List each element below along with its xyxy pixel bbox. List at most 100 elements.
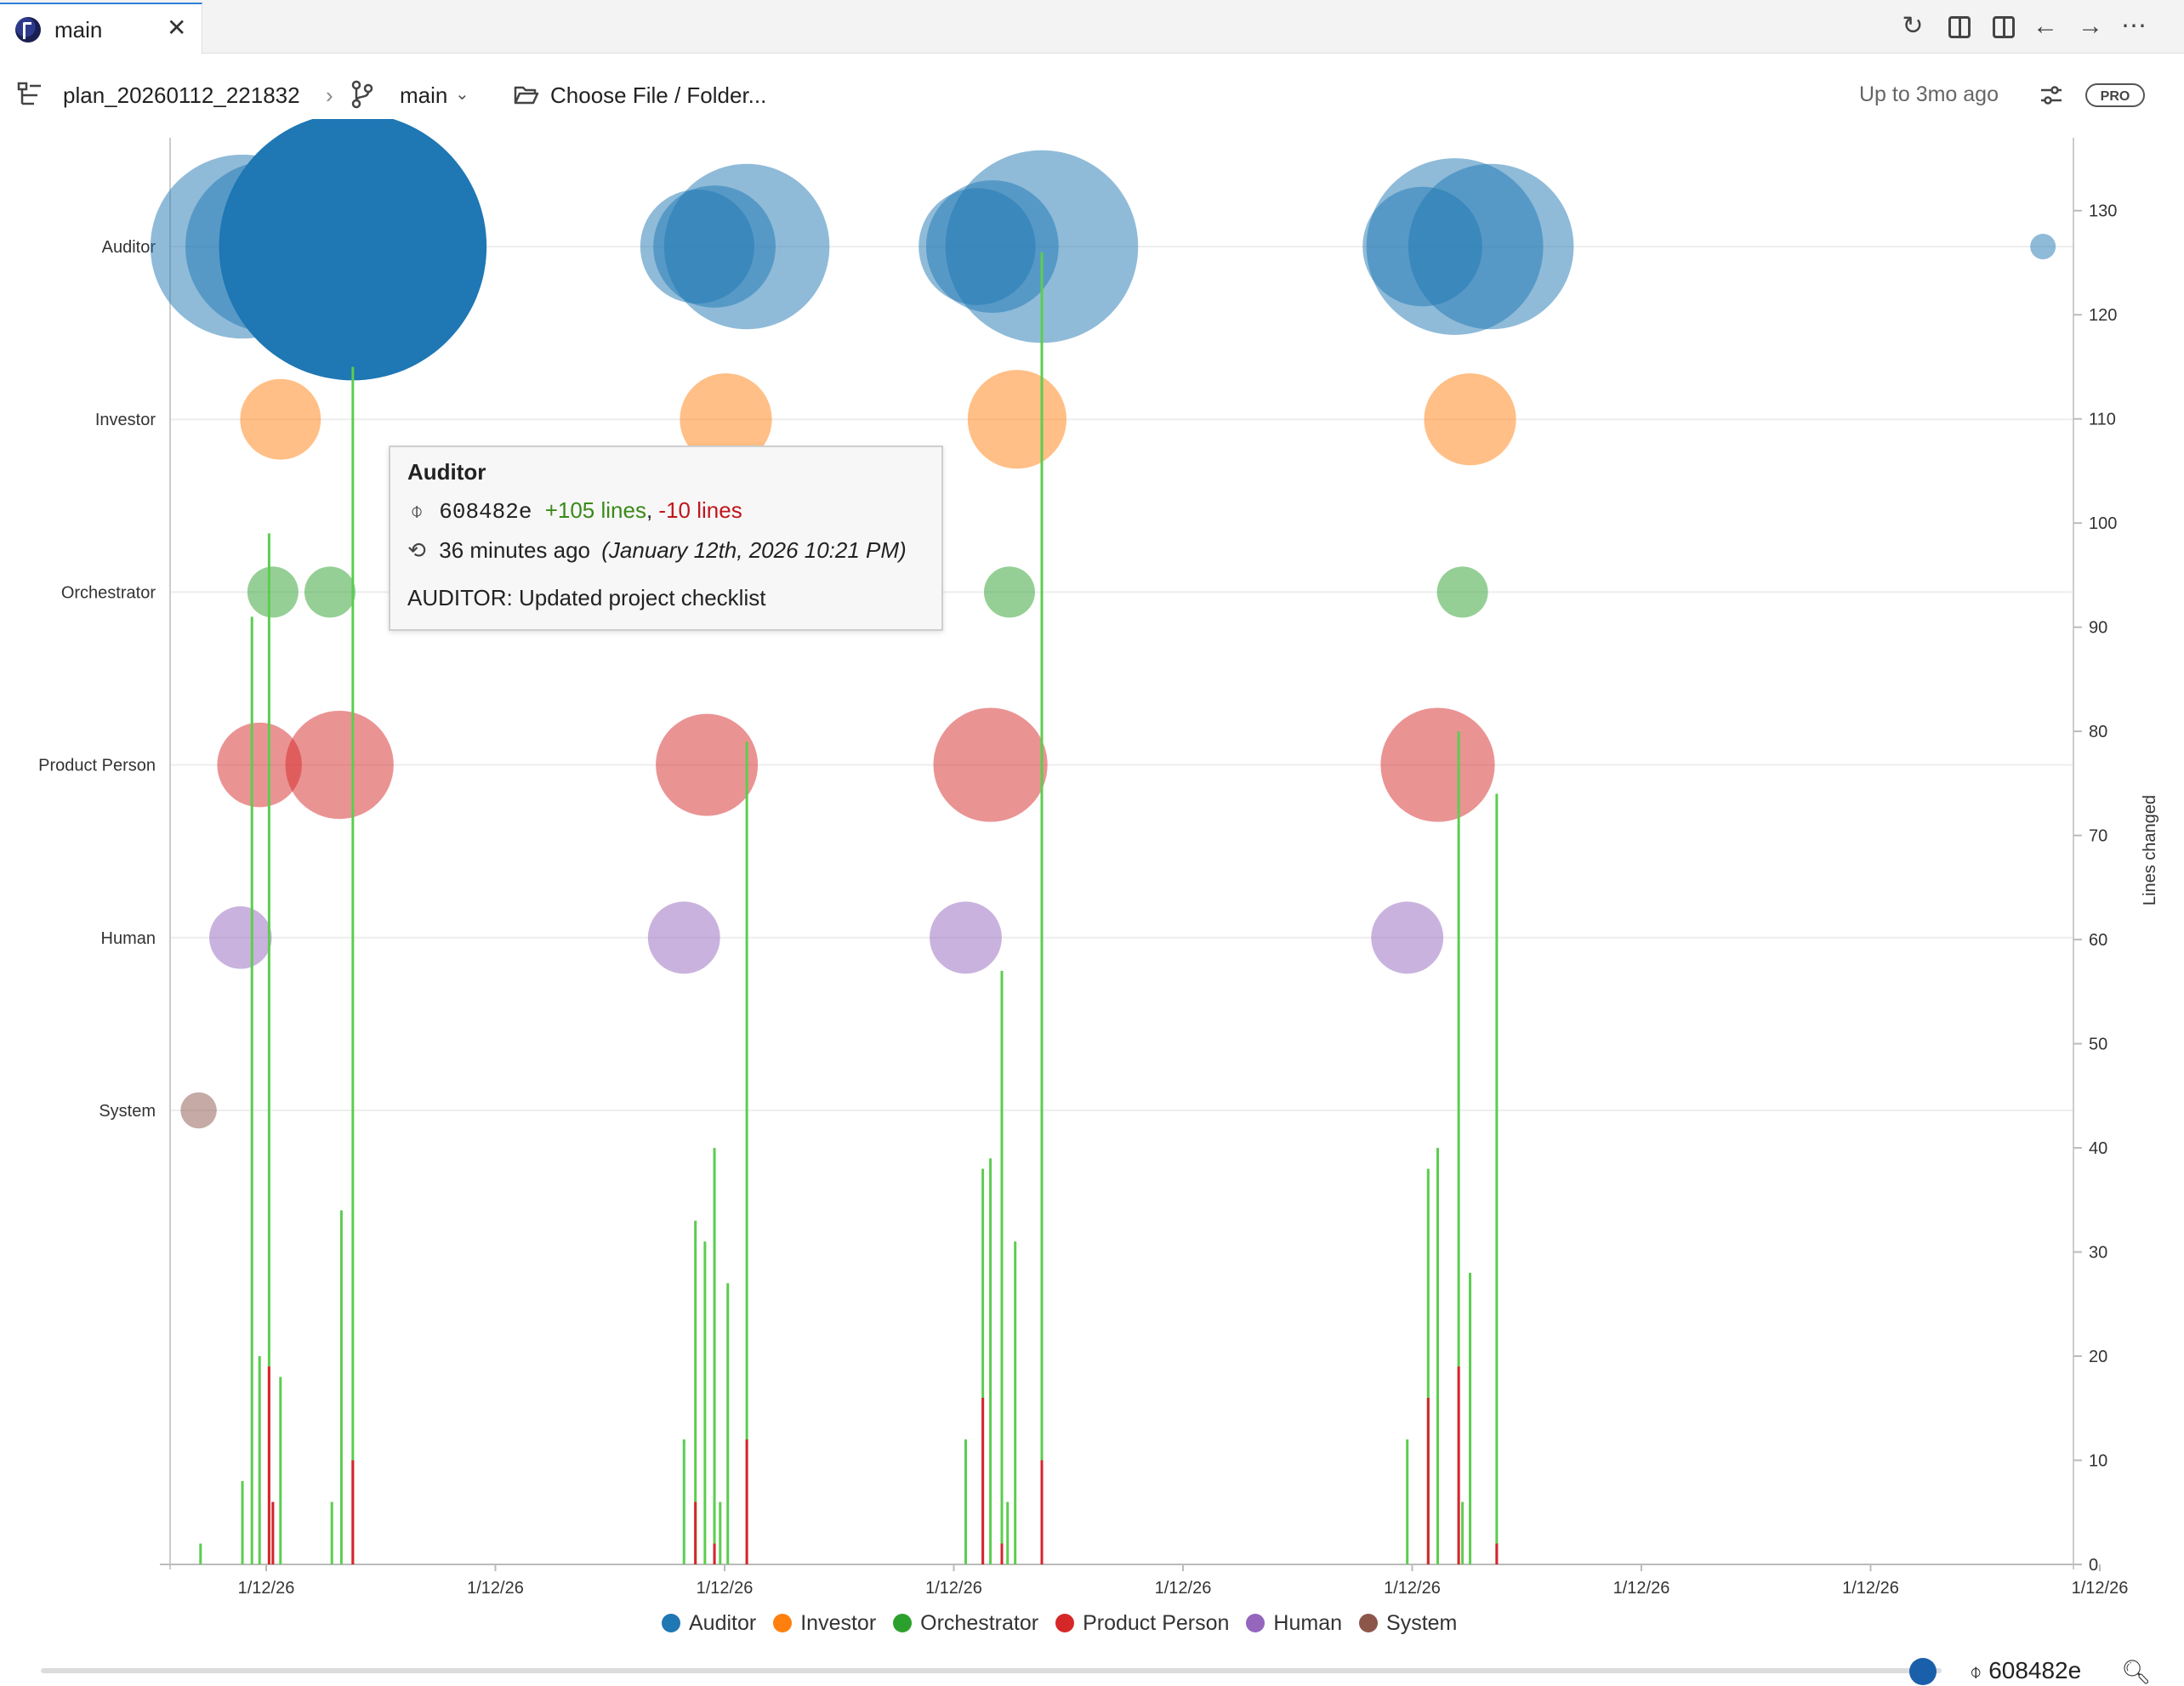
current-commit-label: ⌽ 608482e — [1970, 1657, 2081, 1684]
commit-message: AUDITOR: Updated project checklist — [407, 585, 766, 610]
plan-name[interactable]: plan_20260112_221832 — [63, 82, 300, 108]
legend-swatch — [1246, 1614, 1265, 1632]
right-axis-tick-label: 30 — [2089, 1244, 2107, 1263]
commit-icon: ⌽ — [410, 497, 424, 523]
right-axis-tick-label: 20 — [2089, 1348, 2107, 1366]
legend-label: Orchestrator — [920, 1611, 1039, 1635]
y-category-label: Human — [101, 929, 156, 948]
x-axis-tick-label: 1/12/26 — [238, 1579, 295, 1598]
right-axis-label: Lines changed — [2141, 795, 2159, 905]
highlighted-commit-bubble — [219, 119, 487, 381]
x-axis-ticks: 1/12/26 1/12/26 1/12/26 1/12/26 1/12/26 1/12/… — [238, 1564, 2129, 1598]
commit-bubble — [983, 566, 1035, 618]
legend-swatch — [773, 1614, 793, 1632]
legend-swatch — [893, 1614, 913, 1632]
commit-bubble — [240, 378, 321, 460]
commit-bubble — [663, 163, 830, 330]
x-axis-tick-label: 1/12/26 — [1384, 1579, 1441, 1598]
x-axis-tick-label: 1/12/26 — [2072, 1579, 2129, 1598]
branch-selector[interactable]: main — [400, 82, 448, 108]
tab-bar: main ✕ ↻ ← → ⋯ — [0, 0, 2184, 54]
toggle-panel-icon[interactable] — [1993, 16, 2015, 38]
choose-file-folder-button[interactable]: Choose File / Folder... — [550, 82, 767, 108]
refresh-icon[interactable]: ↻ — [1902, 12, 1924, 40]
x-axis-tick-label: 1/12/26 — [925, 1579, 982, 1598]
right-axis-tick-label: 100 — [2089, 514, 2117, 533]
chart-grid — [170, 246, 2073, 1111]
legend-item[interactable]: System — [1359, 1611, 1457, 1636]
commit-bubble — [656, 713, 759, 816]
right-axis-tick-label: 110 — [2089, 411, 2116, 429]
commit-bubble — [285, 710, 394, 820]
commit-bubble — [1380, 707, 1495, 822]
commit-bubble — [209, 906, 272, 969]
chart-axes — [160, 138, 2082, 1570]
commit-bubble — [680, 373, 772, 466]
filter-settings-icon[interactable] — [2039, 83, 2063, 107]
pro-badge[interactable]: PRO — [2085, 83, 2145, 107]
legend-label: Investor — [800, 1611, 877, 1635]
chevron-down-icon[interactable]: ⌄ — [455, 85, 469, 104]
commit-bubble — [1436, 566, 1488, 618]
right-axis-tick-label: 90 — [2089, 619, 2107, 638]
commit-bubble — [180, 1092, 217, 1129]
current-commit-hash: 608482e — [1988, 1657, 2082, 1683]
zoom-in-icon[interactable]: 🔍︎ — [2121, 1659, 2152, 1685]
history-icon: ⟲ — [407, 537, 426, 563]
x-axis-tick-label: 1/12/26 — [1613, 1579, 1670, 1598]
right-axis-tick-label: 120 — [2089, 306, 2117, 325]
timeline-icon[interactable] — [17, 80, 44, 109]
right-axis-ticks: 0 10 20 30 40 50 60 70 80 90 100 110 120 130 — [2073, 202, 2117, 1575]
y-category-labels: Auditor Investor Orchestrator Product Perso… — [38, 238, 156, 1121]
legend-swatch — [1359, 1614, 1379, 1632]
tooltip-time-row: ⟲ 36 minutes ago (January 12th, 2026 10:… — [407, 537, 907, 564]
legend-item[interactable]: Investor — [773, 1611, 876, 1636]
commit-bubble-chart: Auditor Investor Orchestrator Product Perso… — [38, 119, 2159, 1598]
right-axis-tick-label: 80 — [2089, 723, 2107, 741]
y-category-label: Auditor — [102, 238, 156, 257]
chart-legend: Auditor Investor Orchestrator Product Perso… — [662, 1611, 1474, 1640]
folder-open-icon — [514, 86, 539, 105]
legend-item[interactable]: Orchestrator — [893, 1611, 1038, 1636]
legend-label: Product Person — [1083, 1611, 1230, 1635]
legend-item[interactable]: Auditor — [662, 1611, 756, 1636]
split-editor-icon[interactable] — [1948, 16, 1971, 38]
forward-arrow-icon[interactable]: → — [2078, 12, 2103, 40]
close-icon[interactable]: ✕ — [167, 14, 187, 41]
commit-bubble — [1424, 373, 1516, 466]
y-category-label: Product Person — [38, 757, 156, 775]
tooltip-commit-row: ⌽ 608482e +105 lines, -10 lines — [407, 497, 742, 525]
right-axis-tick-label: 0 — [2089, 1556, 2098, 1575]
timeline-slider-track[interactable] — [41, 1668, 1942, 1673]
right-axis-tick-label: 60 — [2089, 931, 2107, 950]
more-icon[interactable]: ⋯ — [2121, 12, 2147, 40]
right-axis-tick-label: 70 — [2089, 827, 2107, 846]
y-category-label: System — [99, 1102, 156, 1121]
time-range-label[interactable]: Up to 3mo ago — [1859, 82, 1999, 106]
x-axis-tick-label: 1/12/26 — [467, 1579, 524, 1598]
legend-swatch — [1055, 1614, 1075, 1632]
legend-item[interactable]: Product Person — [1055, 1611, 1229, 1636]
commit-bubble — [930, 901, 1002, 974]
lines-added: +105 lines — [544, 497, 646, 523]
commit-bubble — [945, 150, 1139, 343]
back-arrow-icon[interactable]: ← — [2033, 12, 2058, 40]
legend-item[interactable]: Human — [1246, 1611, 1342, 1636]
legend-label: Human — [1273, 1611, 1343, 1635]
x-axis-tick-label: 1/12/26 — [1842, 1579, 1899, 1598]
commit-bubble — [647, 901, 720, 974]
tooltip-title: Auditor — [407, 459, 486, 485]
commit-bubble — [933, 707, 1048, 822]
legend-label: System — [1386, 1611, 1458, 1635]
commit-bubble — [304, 566, 355, 618]
x-axis-tick-label: 1/12/26 — [1155, 1579, 1212, 1598]
editor-tab[interactable]: main ✕ — [0, 3, 202, 54]
git-branch-icon — [351, 80, 373, 109]
legend-label: Auditor — [689, 1611, 757, 1635]
legend-swatch — [662, 1614, 680, 1632]
right-axis-tick-label: 50 — [2089, 1036, 2107, 1054]
commit-bubble — [1371, 901, 1444, 974]
timeline-slider-thumb[interactable] — [1908, 1658, 1937, 1685]
x-axis-tick-label: 1/12/26 — [697, 1579, 754, 1598]
app-logo-icon — [15, 17, 41, 43]
